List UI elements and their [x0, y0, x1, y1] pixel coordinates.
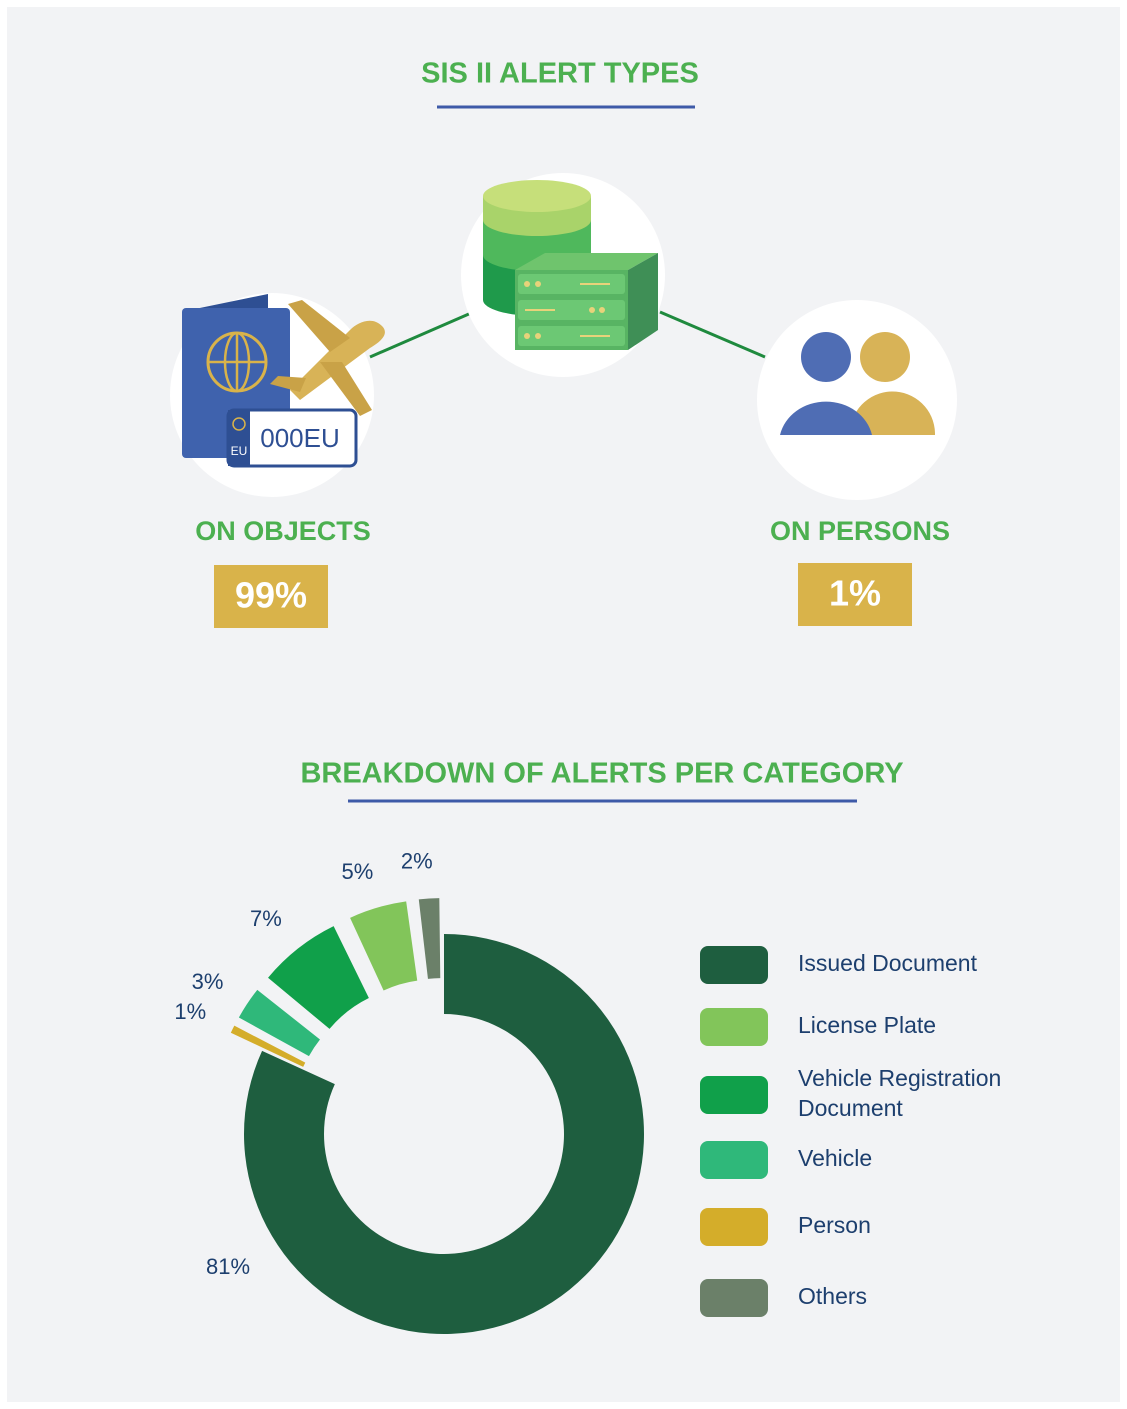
- data-label: 7%: [250, 906, 282, 931]
- chart-title: BREAKDOWN OF ALERTS PER CATEGORY: [300, 758, 903, 790]
- legend-swatch: [700, 1279, 768, 1317]
- connector: [659, 310, 766, 359]
- icon-circle: [757, 300, 957, 500]
- donut-segment: [238, 989, 320, 1057]
- donut-segment: [244, 934, 644, 1334]
- legend-label: License Plate: [798, 1012, 936, 1038]
- plate-country: EU: [231, 444, 248, 458]
- plate-number: 000EU: [260, 423, 340, 453]
- donut-segment: [230, 1025, 306, 1067]
- share-box: [798, 563, 912, 626]
- legend-swatch: [700, 946, 768, 984]
- legend-swatch: [700, 1076, 768, 1114]
- database-icon: [483, 180, 658, 350]
- data-label: 1%: [174, 999, 206, 1024]
- objects-label: ON OBJECTS: [195, 516, 371, 546]
- legend-label: Person: [798, 1212, 871, 1238]
- connector: [369, 308, 479, 359]
- objects-icon: EU 000EU: [182, 294, 385, 468]
- persons-label: ON PERSONS: [770, 516, 950, 546]
- donut-segment: [268, 926, 369, 1029]
- persons-icon: [780, 332, 935, 435]
- persons-share: 1%: [829, 573, 881, 614]
- legend-swatch: [700, 1208, 768, 1246]
- section-title: SIS II ALERT TYPES: [421, 58, 699, 90]
- data-label: 2%: [401, 848, 433, 873]
- share-box: [214, 565, 328, 628]
- legend-swatch: [700, 1141, 768, 1179]
- donut-segment: [350, 901, 418, 991]
- legend-label: Vehicle Registration Document: [798, 1065, 1001, 1121]
- data-label: 81%: [206, 1254, 250, 1279]
- data-label: 5%: [341, 859, 373, 884]
- legend-swatch: [700, 1008, 768, 1046]
- data-label: 3%: [192, 969, 224, 994]
- legend-label: Issued Document: [798, 950, 978, 976]
- legend-label: Vehicle: [798, 1145, 872, 1171]
- objects-share: 99%: [235, 575, 307, 616]
- legend-label: Others: [798, 1283, 867, 1309]
- donut-segment: [418, 898, 441, 979]
